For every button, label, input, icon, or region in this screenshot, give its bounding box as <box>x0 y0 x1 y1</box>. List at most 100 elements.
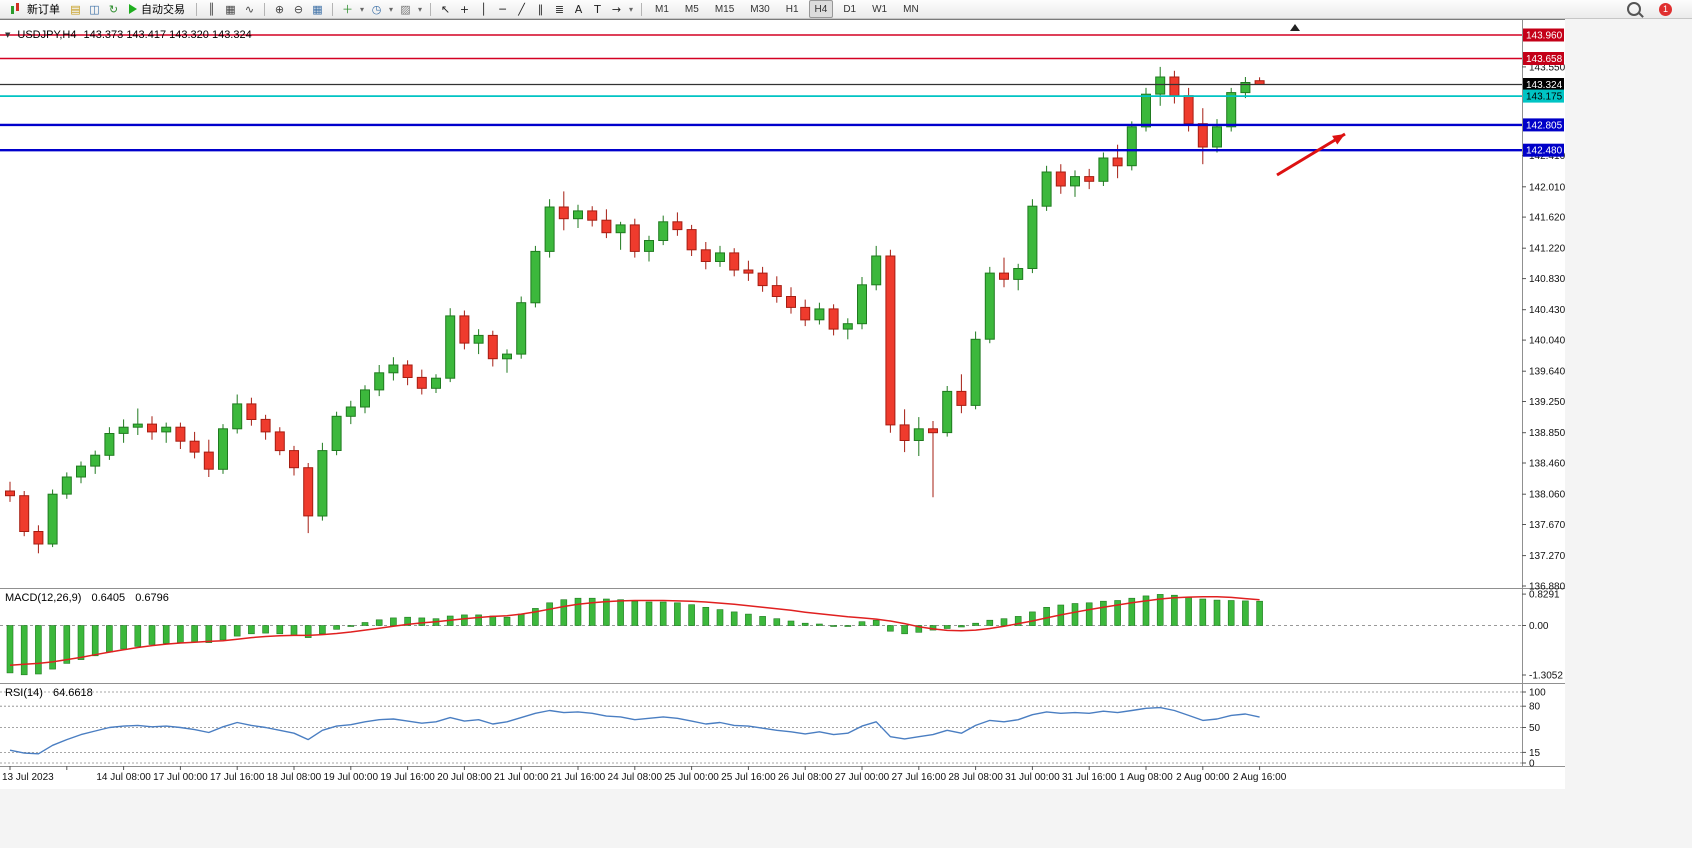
candlestick-chart-icon[interactable]: ▦ <box>225 2 236 16</box>
arrows-icon[interactable]: → <box>611 2 622 16</box>
candle-body <box>1169 76 1180 97</box>
candle-body <box>800 306 811 321</box>
price-line-label <box>1523 78 1564 91</box>
svg-text:139.250: 139.250 <box>1529 397 1565 408</box>
svg-text:26 Jul 08:00: 26 Jul 08:00 <box>778 772 833 783</box>
cursor-icon[interactable]: ↖ <box>440 2 451 16</box>
refresh-icon[interactable]: ↻ <box>108 2 119 16</box>
svg-text:142.480: 142.480 <box>1526 146 1563 157</box>
annotation-arrow[interactable] <box>1276 132 1346 177</box>
vertical-line-icon[interactable]: │ <box>480 2 487 16</box>
timeframe-h4[interactable]: H4 <box>808 0 834 18</box>
search-icon[interactable] <box>1627 2 1641 16</box>
svg-text:141.220: 141.220 <box>1529 244 1565 255</box>
autotrading-button[interactable]: 自动交易 <box>124 1 190 17</box>
tile-windows-icon[interactable]: ▦ <box>312 2 323 16</box>
bar-chart-icon[interactable]: ║ <box>208 2 215 16</box>
candle-body <box>61 476 72 495</box>
indicators-icon[interactable]: ＋ <box>342 3 353 16</box>
svg-text:140.040: 140.040 <box>1529 336 1565 347</box>
candle-body <box>175 426 186 442</box>
zoom-out-icon[interactable]: ⊖ <box>293 2 304 16</box>
timeframe-m30[interactable]: M30 <box>750 3 770 15</box>
svg-text:139.640: 139.640 <box>1529 367 1565 378</box>
time-axis[interactable]: 13 Jul 2023 14 Jul 08:00 17 Jul 00:00 17 Ju… <box>2 766 1287 783</box>
candle-body <box>1141 93 1151 128</box>
timeframe-h1[interactable]: H1 <box>785 3 799 15</box>
notification-badge[interactable]: 1 <box>1659 2 1672 16</box>
svg-text:27 Jul 00:00: 27 Jul 00:00 <box>835 772 890 783</box>
text-icon[interactable]: A <box>574 2 583 16</box>
svg-text:0.00: 0.00 <box>1529 621 1549 632</box>
candle-body <box>473 334 484 344</box>
candle-body <box>345 406 356 417</box>
candle-body <box>615 224 626 234</box>
candle-body <box>587 210 598 221</box>
candle-body <box>757 272 768 287</box>
timeframe-m5[interactable]: M5 <box>684 3 699 15</box>
candle-body <box>729 252 740 271</box>
svg-text:2 Aug 16:00: 2 Aug 16:00 <box>1233 772 1287 783</box>
rsi-line <box>9 706 1260 755</box>
autotrading-play-icon <box>129 4 137 14</box>
channel-icon[interactable]: ∥ <box>537 2 544 16</box>
candles-layer <box>5 66 1265 554</box>
scroll-to-end-icon[interactable] <box>1290 24 1300 31</box>
trendline-icon[interactable]: ╱ <box>518 2 525 16</box>
collapse-icon[interactable]: ▼ <box>5 31 11 39</box>
svg-text:31 Jul 16:00: 31 Jul 16:00 <box>1062 772 1117 783</box>
candle-body <box>899 424 910 441</box>
timeframe-m1[interactable]: M1 <box>655 3 669 15</box>
price-line-label <box>1523 52 1564 65</box>
svg-text:17 Jul 16:00: 17 Jul 16:00 <box>210 772 265 783</box>
autotrading-label: 自动交易 <box>141 4 185 16</box>
zoom-in-icon[interactable]: ⊕ <box>274 2 285 16</box>
new-order-button[interactable]: 新订单 <box>4 1 65 17</box>
crosshair-icon[interactable]: + <box>459 2 470 16</box>
profiles-icon[interactable]: ◫ <box>89 2 100 16</box>
zoom-group: ⊕ ⊖ ▦ <box>271 2 326 17</box>
svg-text:100: 100 <box>1529 688 1546 699</box>
candle-body <box>984 272 995 340</box>
svg-text:0: 0 <box>1529 759 1535 770</box>
arrows-dropdown-caret[interactable]: ▾ <box>628 4 633 14</box>
horizontal-line-icon[interactable]: ─ <box>499 2 506 16</box>
new-order-label: 新订单 <box>27 4 60 16</box>
label-icon[interactable]: T <box>594 2 601 16</box>
candle-body <box>232 403 243 430</box>
timeframe-w1[interactable]: W1 <box>872 3 888 15</box>
candle-body <box>516 302 527 355</box>
svg-text:140.430: 140.430 <box>1529 305 1565 316</box>
templates-icon[interactable]: ▨ <box>400 2 411 16</box>
candle-body <box>1155 76 1166 95</box>
fibonacci-icon[interactable]: ≣ <box>554 2 565 16</box>
main-toolbar: 新订单 ▤ ◫ ↻ 自动交易 ║ ▦ ∿ ⊕ ⊖ ▦ ＋ ▾ ◷ ▾ ▨ ▾ ↖ + │ ─ ╱ ∥ ≣ A T → ▾ … <box>0 0 1692 19</box>
candle-body <box>771 285 782 298</box>
candle-body <box>274 431 285 452</box>
toolbar-separator <box>264 2 265 16</box>
svg-text:137.670: 137.670 <box>1529 520 1565 531</box>
chart-canvas[interactable]: 143.550142.410142.010141.620141.220140.8… <box>0 20 1565 788</box>
macd-histogram <box>6 594 1263 676</box>
svg-text:138.460: 138.460 <box>1529 459 1565 470</box>
candle-body <box>686 229 697 251</box>
timeframe-m15[interactable]: M15 <box>714 3 735 15</box>
timeframe-d1[interactable]: D1 <box>843 3 857 15</box>
macd-title: MACD(12,26,9) <box>5 592 82 604</box>
candle-body <box>416 376 427 389</box>
svg-text:138.850: 138.850 <box>1529 428 1565 439</box>
line-chart-icon[interactable]: ∿ <box>244 2 255 16</box>
chart-symbol-timeframe: USDJPY,H4 <box>17 29 77 41</box>
periods-dropdown-caret[interactable]: ▾ <box>388 4 393 14</box>
candle-body <box>999 272 1009 280</box>
indicators-dropdown-caret[interactable]: ▾ <box>359 4 364 14</box>
price-axis[interactable]: 143.550142.410142.010141.620141.220140.8… <box>1522 28 1565 770</box>
candle-body <box>786 296 796 308</box>
periods-icon[interactable]: ◷ <box>371 2 382 16</box>
candle-body <box>1240 82 1251 94</box>
new-chart-icon[interactable]: ▤ <box>70 2 81 16</box>
candle-body <box>913 428 924 441</box>
svg-text:143.550: 143.550 <box>1529 62 1565 73</box>
timeframe-mn[interactable]: MN <box>903 3 919 15</box>
templates-dropdown-caret[interactable]: ▾ <box>417 4 422 14</box>
